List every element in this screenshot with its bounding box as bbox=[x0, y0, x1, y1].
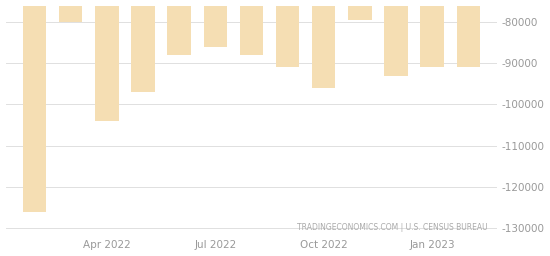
Bar bbox=[384, 0, 408, 76]
Bar bbox=[131, 0, 155, 92]
Bar bbox=[23, 0, 46, 211]
Bar bbox=[456, 0, 480, 67]
Bar bbox=[276, 0, 299, 67]
Bar bbox=[95, 0, 119, 121]
Bar bbox=[167, 0, 191, 55]
Bar bbox=[240, 0, 263, 55]
Bar bbox=[204, 0, 227, 47]
Bar bbox=[420, 0, 444, 67]
Bar bbox=[348, 0, 372, 20]
Bar bbox=[59, 0, 82, 22]
Text: TRADINGECONOMICS.COM | U.S. CENSUS BUREAU: TRADINGECONOMICS.COM | U.S. CENSUS BUREA… bbox=[297, 223, 487, 232]
Bar bbox=[312, 0, 336, 88]
